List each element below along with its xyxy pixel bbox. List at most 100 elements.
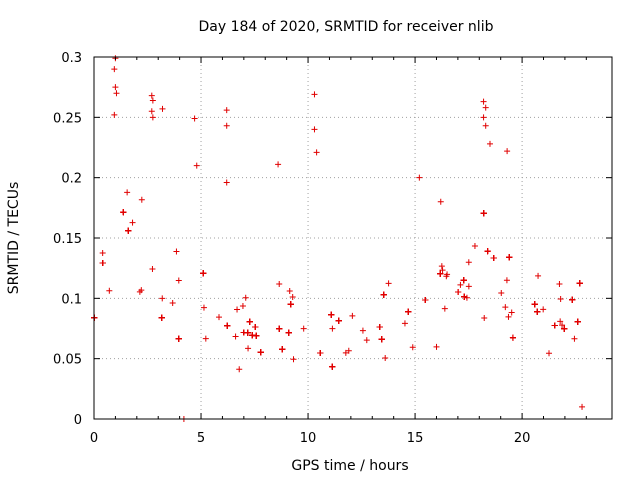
data-point [113,90,120,97]
grid-lines [94,57,612,419]
x-tick-label: 0 [90,431,98,446]
data-point [401,320,408,327]
data-point [405,308,412,315]
data-point [149,265,156,272]
data-point [120,209,127,216]
data-point [482,104,489,111]
x-tick-label: 15 [407,431,424,446]
data-point [557,296,564,303]
data-point [508,309,515,316]
data-point [439,267,446,274]
data-point [245,345,252,352]
data-point [159,295,166,302]
data-point [200,304,207,311]
y-axis-title: SRMTID / TECUs [6,182,22,295]
data-point [561,325,568,332]
data-point [490,254,497,261]
data-point [437,198,444,205]
y-tick-label: 0.15 [53,232,82,247]
y-tick-label: 0.3 [61,51,82,66]
data-point [311,126,318,133]
data-point [239,303,246,310]
data-point [535,272,542,279]
data-point [546,350,553,357]
y-tick-label: 0.1 [61,292,82,307]
data-point [534,308,541,315]
data-point [480,210,487,217]
data-point [148,92,155,99]
data-point [409,344,416,351]
data-point [234,306,241,313]
x-tick-label: 5 [197,431,205,446]
data-point [444,271,451,278]
data-point [287,301,294,308]
data-point [433,343,440,350]
data-point [125,227,132,234]
data-point [223,122,230,129]
data-point [509,334,516,341]
data-point [136,288,143,295]
data-point [275,161,282,168]
data-point [465,259,472,266]
data-point [149,97,156,104]
data-point [460,277,467,284]
data-point [169,300,176,307]
data-point [574,318,581,325]
data-point [175,277,182,284]
data-point [240,329,247,336]
data-point [290,356,297,363]
data-point [569,296,576,303]
data-point [286,288,293,295]
data-point [486,140,493,147]
data-point [551,322,558,329]
data-point [311,91,318,98]
data-point [556,280,563,287]
data-point [257,349,264,356]
data-point [216,314,223,321]
data-point [457,281,464,288]
data-point [124,189,131,196]
data-point [559,322,566,329]
data-point [482,122,489,129]
data-point [223,107,230,114]
data-point [313,149,320,156]
data-point [276,325,283,332]
data-point [471,243,478,250]
data-point [149,114,156,121]
data-point [246,318,253,325]
data-point [129,219,136,226]
x-tick-label: 10 [300,431,317,446]
data-point [505,313,512,320]
data-point [540,306,547,313]
data-point [138,196,145,203]
data-point [200,270,207,277]
x-axis-ticks: 0 5 10 15 20 [90,57,587,446]
data-point [99,250,106,257]
data-point [106,287,113,294]
data-point [437,270,444,277]
data-point [416,174,423,181]
data-point [557,318,564,325]
data-point [363,337,370,344]
data-point [576,280,583,287]
data-point [335,317,342,324]
data-point [242,294,249,301]
data-point [480,98,487,105]
data-point [465,283,472,290]
data-point [158,314,165,321]
data-point [455,288,462,295]
data-point [484,248,491,255]
data-point [252,323,259,330]
data-point [506,254,513,261]
y-tick-label: 0 [74,413,82,428]
data-point [329,363,336,370]
data-point [279,346,286,353]
y-tick-label: 0.2 [61,172,82,187]
data-point [438,263,445,270]
data-point [480,114,487,121]
data-point [385,280,392,287]
data-point [232,333,239,340]
data-point [173,248,180,255]
chart-title: Day 184 of 2020, SRMTID for receiver nli… [199,19,494,35]
data-point [111,66,118,73]
